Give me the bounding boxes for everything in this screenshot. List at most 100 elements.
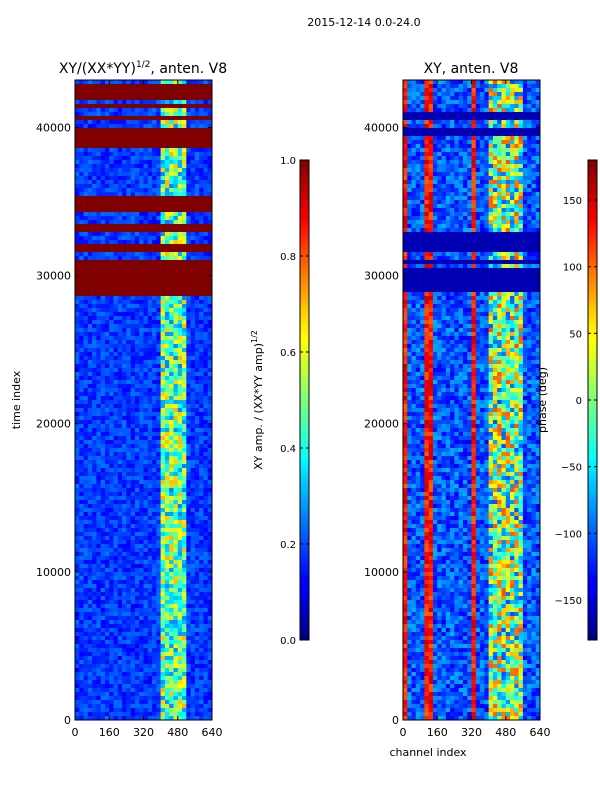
heatmap-cell: [122, 340, 127, 345]
heatmap-cell: [143, 600, 149, 605]
heatmap-cell: [126, 340, 131, 345]
heatmap-cell: [130, 344, 136, 349]
heatmap-cell: [177, 544, 183, 549]
heatmap-cell: [147, 692, 153, 697]
heatmap-cell: [152, 372, 157, 377]
heatmap-cell: [92, 348, 97, 353]
heatmap-cell: [117, 112, 123, 117]
heatmap-cell: [190, 472, 196, 477]
heatmap-cell: [96, 696, 101, 701]
heatmap-cell: [130, 284, 136, 289]
heatmap-cell: [130, 372, 136, 377]
heatmap-cell: [186, 220, 191, 225]
heatmap-cell: [164, 384, 170, 389]
heatmap-cell: [134, 420, 140, 425]
heatmap-cell: [143, 304, 149, 309]
heatmap-cell: [160, 220, 166, 225]
heatmap-cell: [207, 196, 212, 201]
heatmap-cell: [79, 280, 84, 285]
heatmap-cell: [182, 212, 187, 217]
heatmap-cell: [83, 192, 89, 197]
heatmap-cell: [139, 244, 144, 249]
heatmap-cell: [169, 660, 174, 665]
heatmap-cell: [100, 312, 106, 317]
heatmap-cell: [177, 492, 183, 497]
heatmap-cell: [83, 504, 89, 509]
heatmap-cell: [173, 156, 179, 161]
heatmap-cell: [139, 248, 144, 253]
heatmap-cell: [190, 264, 196, 269]
heatmap-cell: [207, 496, 212, 501]
heatmap-cell: [75, 284, 80, 289]
heatmap-cell: [156, 620, 161, 625]
heatmap-cell: [160, 412, 166, 417]
heatmap-cell: [169, 532, 174, 537]
heatmap-cell: [100, 84, 106, 89]
heatmap-cell: [164, 192, 170, 197]
heatmap-cell: [160, 392, 166, 397]
heatmap-cell: [182, 628, 187, 633]
heatmap-cell: [79, 140, 84, 145]
heatmap-cell: [104, 140, 110, 145]
heatmap-cell: [113, 484, 119, 489]
heatmap-cell: [182, 100, 187, 105]
heatmap-cell: [92, 444, 97, 449]
heatmap-cell: [109, 420, 114, 425]
heatmap-cell: [92, 192, 97, 197]
heatmap-cell: [203, 496, 209, 501]
heatmap-cell: [126, 104, 131, 109]
heatmap-cell: [169, 412, 174, 417]
heatmap-cell: [147, 88, 153, 93]
heatmap-cell: [79, 696, 84, 701]
heatmap-cell: [190, 360, 196, 365]
heatmap-cell: [173, 400, 179, 405]
heatmap-cell: [190, 572, 196, 577]
heatmap-cell: [122, 228, 127, 233]
heatmap-cell: [130, 100, 136, 105]
heatmap-cell: [96, 424, 101, 429]
heatmap-cell: [130, 596, 136, 601]
heatmap-cell: [83, 116, 89, 121]
heatmap-cell: [83, 444, 89, 449]
heatmap-cell: [207, 644, 212, 649]
heatmap-cell: [83, 112, 89, 117]
heatmap-cell: [186, 384, 191, 389]
heatmap-cell: [139, 364, 144, 369]
heatmap-cell: [126, 120, 131, 125]
heatmap-cell: [96, 504, 101, 509]
heatmap-cell: [134, 596, 140, 601]
heatmap-cell: [177, 624, 183, 629]
heatmap-cell: [75, 640, 80, 645]
heatmap-cell: [186, 592, 191, 597]
heatmap-cell: [164, 112, 170, 117]
heatmap-cell: [173, 272, 179, 277]
heatmap-cell: [126, 420, 131, 425]
heatmap-cell: [143, 244, 149, 249]
heatmap-cell: [173, 96, 179, 101]
heatmap-cell: [113, 660, 119, 665]
heatmap-cell: [173, 624, 179, 629]
heatmap-cell: [113, 688, 119, 693]
heatmap-cell: [207, 472, 212, 477]
heatmap-cell: [190, 552, 196, 557]
heatmap-cell: [156, 100, 161, 105]
heatmap-cell: [79, 328, 84, 333]
heatmap-cell: [139, 368, 144, 373]
heatmap-cell: [96, 552, 101, 557]
heatmap-cell: [147, 668, 153, 673]
heatmap-cell: [92, 432, 97, 437]
heatmap-cell: [117, 420, 123, 425]
heatmap-cell: [113, 256, 119, 261]
heatmap-cell: [160, 240, 166, 245]
heatmap-cell: [126, 488, 131, 493]
heatmap-cell: [113, 656, 119, 661]
heatmap-cell: [190, 588, 196, 593]
heatmap-cell: [113, 652, 119, 657]
heatmap-cell: [169, 664, 174, 669]
heatmap-cell: [104, 356, 110, 361]
heatmap-cell: [96, 404, 101, 409]
heatmap-cell: [75, 288, 80, 293]
heatmap-cell: [177, 400, 183, 405]
heatmap-cell: [83, 308, 89, 313]
heatmap-cell: [100, 432, 106, 437]
